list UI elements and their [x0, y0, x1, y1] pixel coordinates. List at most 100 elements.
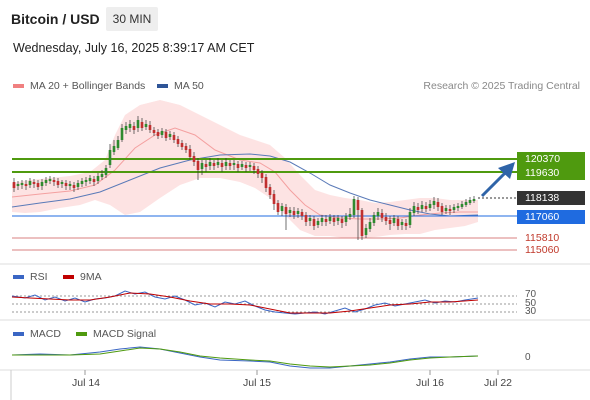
candle-body: [112, 146, 116, 152]
macd-signal-label: MACD Signal: [93, 328, 157, 340]
candle-body: [448, 209, 452, 211]
candle-body: [424, 206, 428, 209]
candle-body: [16, 184, 20, 186]
candle-body: [420, 205, 424, 209]
candle-body: [352, 199, 356, 215]
candle-body: [428, 204, 432, 208]
candle-body: [288, 210, 292, 213]
candle-body: [160, 131, 164, 135]
candle-body: [368, 222, 372, 229]
candle-body: [396, 219, 400, 226]
candle-body: [104, 168, 108, 175]
candle-body: [184, 146, 188, 150]
chart-datetime: Wednesday, July 16, 2025 8:39:17 AM CET: [13, 41, 255, 55]
legend-ma50: MA 50: [157, 80, 204, 92]
macd-signal-swatch: [76, 332, 87, 336]
candle-body: [340, 219, 344, 223]
candle-body: [20, 183, 24, 185]
candle-body: [260, 173, 264, 178]
candle-body: [348, 214, 352, 217]
candle-body: [280, 206, 284, 211]
price-label-115060: 115060: [525, 244, 560, 256]
candle-body: [292, 211, 296, 215]
macd-line: [11, 346, 479, 369]
candle-body: [40, 182, 44, 186]
candle-body: [320, 218, 324, 222]
candle-body: [304, 215, 308, 222]
candle-body: [96, 176, 100, 181]
candle-body: [204, 164, 208, 167]
candle-body: [252, 166, 256, 170]
legend-rsi: RSI: [13, 271, 48, 283]
candle-body: [244, 165, 248, 168]
candle-body: [316, 221, 320, 225]
candle-body: [180, 143, 184, 147]
candle-body: [72, 185, 76, 188]
candle-body: [236, 164, 240, 168]
price-label-119630: 119630: [517, 166, 585, 180]
candle-body: [120, 128, 124, 140]
candle-body: [384, 217, 388, 221]
candle-body: [192, 156, 196, 162]
candle-body: [264, 177, 268, 188]
x-label-jul15: Jul 15: [243, 377, 272, 389]
candle-body: [276, 203, 280, 212]
price-label-118138: 118138: [517, 191, 585, 205]
forecast-arrow: [480, 168, 510, 198]
candle-body: [432, 201, 436, 205]
x-label-jul14: Jul 14: [72, 377, 101, 389]
candle-body: [124, 126, 128, 130]
rsi-label: RSI: [30, 271, 48, 283]
candle-body: [332, 218, 336, 222]
candlesticks: [12, 116, 476, 240]
timeframe-button[interactable]: 30 MIN: [106, 7, 158, 31]
candle-body: [408, 212, 412, 225]
candle-body: [116, 140, 120, 148]
candle-body: [228, 163, 232, 166]
legend-macd: MACD: [13, 328, 61, 340]
candle-body: [404, 223, 408, 226]
rsi-ma-line: [11, 292, 479, 314]
macd-zero-label: 0: [525, 352, 531, 363]
candle-body: [216, 162, 220, 165]
candle-body: [376, 212, 380, 216]
candle-body: [148, 125, 152, 130]
forecast-arrowhead: [498, 162, 515, 179]
candle-body: [284, 207, 288, 214]
candle-body: [272, 194, 276, 204]
candle-body: [108, 150, 112, 165]
candle-body: [464, 202, 468, 205]
candle-body: [128, 124, 132, 128]
candle-body: [400, 222, 404, 225]
candle-body: [328, 217, 332, 221]
candle-body: [164, 132, 168, 138]
candle-body: [268, 187, 272, 195]
candle-body: [208, 162, 212, 166]
candle-body: [172, 135, 176, 140]
macd-label: MACD: [30, 328, 61, 340]
candle-body: [456, 206, 460, 208]
chart-title: Bitcoin / USD: [11, 11, 100, 27]
legend-macd-signal: MACD Signal: [76, 328, 156, 340]
candle-body: [76, 183, 80, 187]
ma20-label: MA 20 + Bollinger Bands: [30, 80, 146, 92]
candle-body: [24, 184, 28, 186]
candle-body: [188, 149, 192, 157]
candle-body: [296, 211, 300, 214]
candle-body: [68, 184, 72, 186]
x-label-jul16: Jul 16: [416, 377, 445, 389]
candle-body: [100, 174, 104, 177]
price-label-117060: 117060: [517, 210, 585, 224]
bollinger-band: [12, 100, 478, 238]
candle-body: [144, 124, 148, 127]
candle-body: [92, 179, 96, 182]
candle-body: [52, 180, 56, 182]
candle-body: [372, 215, 376, 223]
candle-body: [132, 126, 136, 130]
ma50-swatch: [157, 84, 168, 88]
candle-body: [136, 120, 140, 128]
candle-body: [240, 164, 244, 167]
candle-body: [88, 178, 92, 181]
candle-body: [436, 202, 440, 207]
